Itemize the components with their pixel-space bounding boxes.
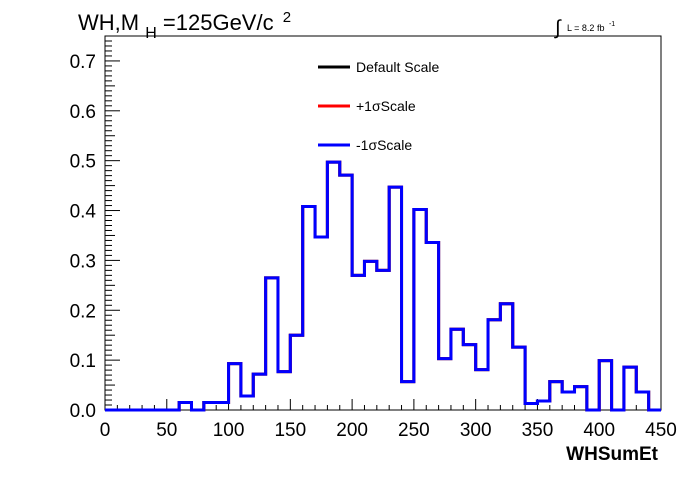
axes-layer: 0 50 100 150 200 250 300 350 400 450 0.0 0.1 0.2 0.3 0… (70, 40, 677, 441)
lumi-integral-icon: ∫ (554, 17, 562, 39)
x-axis-label: WHSumEt (566, 444, 659, 465)
y-tick-label: 0.4 (70, 202, 97, 223)
x-tick-label: 50 (156, 420, 177, 441)
plot-frame (104, 35, 662, 411)
process-title: WH,M H =125GeV/c 2 (78, 9, 291, 43)
y-tick-label: 0.5 (70, 152, 96, 173)
lumi-label-exponent: -1 (609, 21, 615, 28)
process-title-superscript: 2 (283, 9, 291, 26)
x-tick-label: 100 (213, 420, 245, 441)
x-tick-label: 300 (460, 420, 492, 441)
y-tick-label: 0.7 (70, 52, 96, 73)
legend-label: -1σScale (356, 137, 412, 153)
process-title-suffix: =125GeV/c (163, 10, 274, 35)
x-tick-label: 200 (336, 420, 368, 441)
y-tick-label: 0.6 (70, 102, 96, 123)
x-tick-label: 250 (398, 420, 430, 441)
y-tick-label: 0.0 (70, 401, 96, 422)
legend-label: +1σScale (356, 98, 416, 114)
lumi-label: L = 8.2 fb -1 (567, 21, 615, 33)
histogram-series-2 (105, 160, 661, 412)
x-tick-label: 150 (274, 420, 306, 441)
x-tick-label: 350 (522, 420, 554, 441)
process-title-subscript: H (145, 25, 157, 42)
process-title-prefix: WH,M (78, 10, 139, 35)
x-tick-label: 450 (645, 420, 677, 441)
x-tick-label: 400 (583, 420, 615, 441)
y-tick-label: 0.2 (70, 301, 96, 322)
legend-label: Default Scale (356, 59, 439, 75)
y-tick-label: 0.1 (70, 351, 96, 372)
series-layer (105, 160, 661, 412)
x-tick-label: 0 (100, 420, 111, 441)
y-tick-label: 0.3 (70, 251, 96, 272)
legend: Default Scale +1σScale -1σScale (318, 59, 439, 153)
lumi-label-text: L = 8.2 fb (567, 23, 604, 33)
